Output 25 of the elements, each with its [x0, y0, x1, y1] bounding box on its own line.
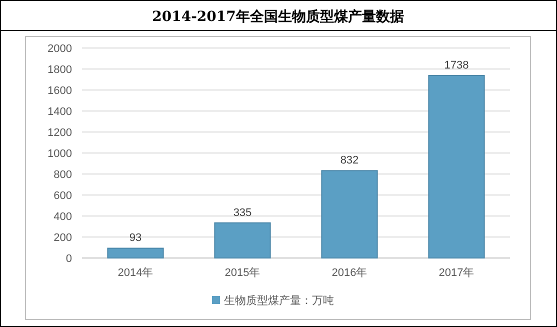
y-tick-label: 800: [54, 169, 72, 181]
y-tick-label: 400: [54, 211, 72, 223]
legend-label: 生物质型煤产量：万吨: [224, 294, 334, 307]
data-label: 93: [129, 232, 142, 244]
data-label: 335: [233, 206, 252, 219]
chart-title: 2014-2017年全国生物质型煤产量数据: [152, 8, 404, 25]
bar: [107, 248, 164, 258]
y-tick-label: 200: [54, 232, 72, 244]
y-tick-label: 0: [66, 253, 72, 265]
x-tick-label: 2014年: [118, 267, 154, 279]
x-tick-label: 2016年: [332, 267, 368, 279]
bar: [321, 170, 378, 258]
x-tick-label: 2015年: [224, 267, 260, 279]
x-tick-label: 2017年: [438, 267, 474, 279]
y-tick-label: 2000: [48, 43, 72, 55]
y-tick-label: 1800: [48, 64, 72, 76]
bar: [214, 222, 271, 258]
data-label: 1738: [444, 60, 469, 72]
y-tick-label: 1600: [48, 85, 72, 97]
y-tick-label: 600: [54, 190, 72, 202]
bar: [428, 75, 485, 258]
y-tick-label: 1000: [48, 148, 72, 160]
y-tick-label: 1200: [48, 127, 72, 139]
y-tick-label: 1400: [48, 106, 72, 118]
data-label: 832: [340, 154, 359, 167]
